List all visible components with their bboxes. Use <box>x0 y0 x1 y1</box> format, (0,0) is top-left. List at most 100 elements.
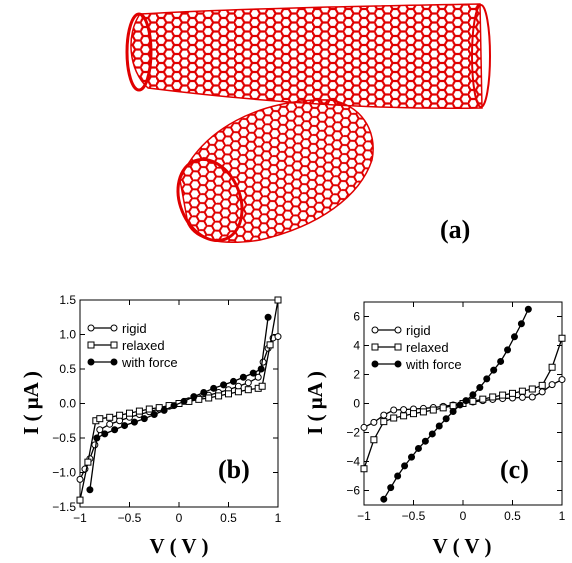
panel-b: −1 −0.5 0 0.5 1 −1.5 −1.0 −0.5 0.0 0.5 1.0 1.5 rigi… <box>19 293 282 558</box>
data-point <box>528 385 536 393</box>
y-tick-label: −1.0 <box>52 466 76 480</box>
data-point <box>370 436 378 444</box>
legend-label: rigid <box>406 323 431 338</box>
series-rigid <box>76 333 282 483</box>
legend-label: rigid <box>122 321 147 336</box>
data-point <box>390 414 398 422</box>
nanotube-bottom-end <box>176 157 244 243</box>
data-point <box>479 395 487 403</box>
data-point <box>210 384 218 392</box>
legend-marker <box>87 341 95 349</box>
x-tick-label: 0.5 <box>504 509 521 523</box>
x-tick-label: −0.5 <box>402 509 426 523</box>
y-tick-label: 6 <box>353 310 360 324</box>
data-point <box>266 341 274 349</box>
data-point <box>380 411 388 419</box>
data-point <box>145 405 153 413</box>
data-point <box>229 377 237 385</box>
data-point <box>558 334 566 342</box>
legend-item: with force <box>371 357 462 372</box>
data-point <box>96 415 104 423</box>
panel-c-ticks: −1 −0.5 0 0.5 1 −6 −4 −2 0 2 4 6 <box>346 302 566 523</box>
data-point <box>106 413 114 421</box>
data-point <box>91 441 99 449</box>
data-point <box>257 365 265 373</box>
legend-marker <box>110 358 118 366</box>
data-point <box>469 391 477 399</box>
data-point <box>414 444 422 452</box>
data-point <box>244 386 252 394</box>
data-point <box>360 465 368 473</box>
nanotube-top-far-end <box>471 4 491 108</box>
data-point <box>170 402 178 410</box>
data-point <box>400 406 408 414</box>
data-point <box>76 496 84 504</box>
legend-item: relaxed <box>371 340 449 355</box>
data-point <box>538 381 546 389</box>
legend-marker <box>371 360 379 368</box>
legend-item: with force <box>87 355 178 370</box>
data-point <box>360 423 368 431</box>
data-point <box>419 408 427 416</box>
panel-c-series <box>360 305 566 503</box>
data-point <box>462 397 470 405</box>
panel-c-legend: rigid relaxed with force <box>371 323 462 372</box>
data-point <box>449 407 457 415</box>
x-tick-label: 1 <box>559 509 566 523</box>
legend-marker <box>110 324 118 332</box>
legend-marker <box>110 341 118 349</box>
data-point <box>96 426 104 434</box>
data-point <box>410 410 417 418</box>
x-tick-label: −1 <box>73 511 87 525</box>
data-point <box>390 406 398 414</box>
data-point <box>274 333 282 341</box>
panel-b-xlabel: V ( V ) <box>150 534 209 558</box>
series-with-force <box>86 313 272 494</box>
data-point <box>111 426 119 434</box>
data-point <box>220 381 228 389</box>
data-point <box>509 389 516 397</box>
data-point <box>421 437 429 445</box>
data-point <box>254 373 262 381</box>
panel-c: −1 −0.5 0 0.5 1 −6 −4 −2 0 2 4 6 rigid relaxed with f… <box>303 301 566 558</box>
data-point <box>380 418 388 426</box>
data-point <box>180 397 188 405</box>
data-point <box>264 313 272 321</box>
data-point <box>504 346 512 354</box>
data-point <box>234 388 242 396</box>
data-point <box>244 379 252 387</box>
data-point <box>538 388 546 396</box>
y-tick-label: −1.5 <box>52 500 76 514</box>
data-point <box>140 415 148 423</box>
data-point <box>106 420 114 428</box>
legend-item: relaxed <box>87 338 165 353</box>
data-point <box>456 401 464 409</box>
data-point <box>76 475 84 483</box>
data-point <box>130 418 138 426</box>
data-point <box>476 384 484 392</box>
data-point <box>510 333 518 341</box>
data-point <box>380 495 388 503</box>
data-point <box>259 358 267 366</box>
data-point <box>86 486 94 494</box>
legend-marker <box>394 360 402 368</box>
legend-label: relaxed <box>406 340 449 355</box>
x-tick-label: 0.5 <box>220 511 237 525</box>
panel-b-series <box>76 296 282 504</box>
data-point <box>442 415 450 423</box>
data-point <box>274 296 282 304</box>
panel-b-label: (b) <box>218 455 250 484</box>
data-point <box>394 472 402 480</box>
legend-marker <box>394 326 402 334</box>
legend-label: with force <box>121 355 178 370</box>
data-point <box>249 369 257 377</box>
legend-marker <box>87 324 95 332</box>
legend-marker <box>87 358 95 366</box>
data-point <box>429 406 437 414</box>
data-point <box>524 305 532 313</box>
y-tick-label: −0.5 <box>52 431 76 445</box>
legend-item: rigid <box>371 323 431 338</box>
panel-b-ylabel: I ( μA ) <box>19 371 43 435</box>
nanotube-bottom <box>176 99 374 243</box>
